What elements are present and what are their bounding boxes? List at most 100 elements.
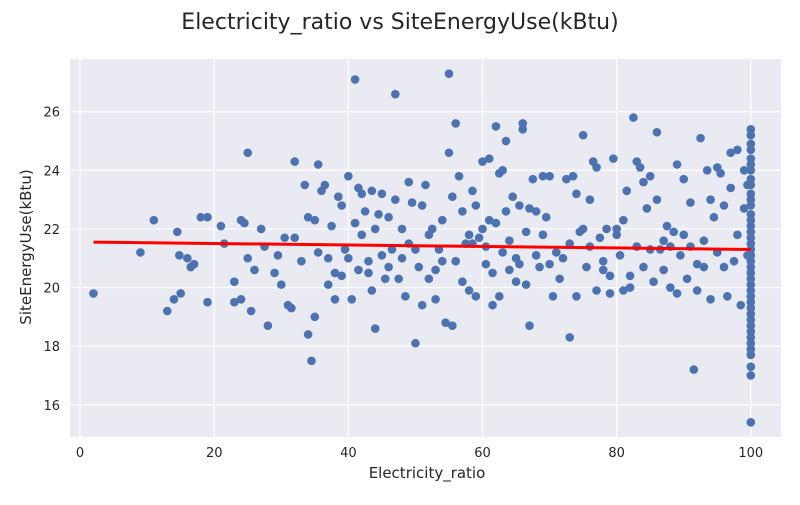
data-point	[639, 262, 648, 272]
data-point	[474, 233, 484, 243]
data-point	[323, 280, 333, 289]
data-point	[494, 292, 504, 301]
data-point	[598, 256, 608, 266]
data-point	[347, 294, 357, 304]
data-point	[578, 130, 588, 140]
data-point	[320, 180, 330, 190]
data-point	[676, 251, 685, 260]
data-point	[136, 248, 145, 257]
data-point	[609, 154, 618, 163]
data-point	[538, 171, 548, 181]
data-point	[189, 259, 199, 269]
data-point	[498, 248, 507, 257]
data-point	[364, 256, 373, 266]
data-point	[598, 265, 608, 275]
y-tick-label: 20	[43, 282, 60, 297]
data-point	[709, 212, 719, 222]
data-point	[706, 195, 715, 204]
data-point	[578, 224, 588, 234]
y-tick-label: 24	[43, 164, 60, 179]
data-point	[196, 212, 206, 222]
data-point	[297, 256, 306, 266]
data-point	[230, 297, 239, 307]
data-point	[411, 245, 420, 254]
data-point	[300, 180, 310, 190]
data-point	[411, 338, 420, 348]
x-tick-label: 20	[206, 446, 223, 461]
data-point	[384, 212, 393, 222]
data-point	[384, 262, 393, 272]
data-point	[307, 356, 316, 366]
data-point	[622, 186, 632, 196]
data-point	[183, 253, 192, 263]
data-point	[337, 271, 346, 281]
data-point	[716, 168, 725, 178]
data-point	[173, 227, 182, 237]
data-point	[699, 236, 709, 245]
data-point	[498, 166, 507, 175]
data-point	[592, 286, 601, 295]
data-point	[454, 171, 464, 181]
data-point	[360, 207, 370, 216]
data-point	[323, 253, 333, 263]
data-point	[464, 230, 474, 240]
data-point	[327, 221, 336, 231]
data-point	[696, 133, 705, 143]
x-tick-label: 40	[340, 446, 357, 461]
data-point	[290, 233, 300, 243]
x-tick-label: 80	[608, 446, 625, 461]
data-point	[407, 198, 417, 207]
data-point	[652, 195, 662, 204]
data-point	[350, 75, 360, 84]
data-point	[387, 245, 397, 254]
data-point	[175, 251, 184, 260]
data-point	[391, 195, 400, 204]
data-point	[468, 186, 477, 196]
y-tick-label: 16	[43, 399, 60, 414]
data-point	[431, 294, 440, 304]
data-point	[464, 286, 474, 295]
data-point	[585, 195, 595, 204]
data-points	[89, 69, 756, 427]
data-point	[645, 171, 655, 181]
data-point	[236, 294, 246, 304]
data-point	[169, 294, 179, 304]
y-tick-label: 22	[43, 223, 60, 238]
data-point	[427, 224, 437, 234]
data-point	[404, 177, 414, 187]
data-point	[330, 294, 340, 304]
data-point	[303, 212, 313, 222]
data-point	[310, 215, 320, 225]
data-point	[515, 259, 524, 269]
x-tick-label: 100	[738, 446, 763, 461]
data-point	[733, 145, 742, 155]
data-point	[558, 253, 568, 263]
data-point	[746, 201, 756, 210]
data-point	[562, 174, 571, 184]
data-point	[491, 122, 501, 131]
tick-labels: 0 20 40 60 80 100 16 18 20 22 24 26	[43, 106, 763, 461]
data-point	[521, 227, 531, 237]
data-point	[334, 192, 343, 202]
data-point	[290, 157, 300, 166]
data-point	[739, 204, 749, 213]
data-point	[551, 248, 561, 257]
data-point	[357, 189, 367, 199]
data-point	[739, 166, 749, 175]
data-point	[377, 189, 387, 199]
x-axis-label: Electricity_ratio	[369, 464, 486, 483]
data-point	[595, 233, 605, 243]
data-point	[263, 321, 273, 330]
data-point	[448, 192, 457, 202]
data-point	[511, 277, 521, 286]
data-point	[330, 268, 340, 278]
data-point	[149, 215, 159, 225]
data-point	[649, 277, 658, 286]
data-point	[605, 289, 615, 298]
data-point	[367, 286, 377, 295]
data-point	[250, 265, 259, 275]
data-point	[666, 283, 675, 292]
x-tick-label: 0	[76, 446, 84, 461]
data-point	[746, 145, 756, 155]
